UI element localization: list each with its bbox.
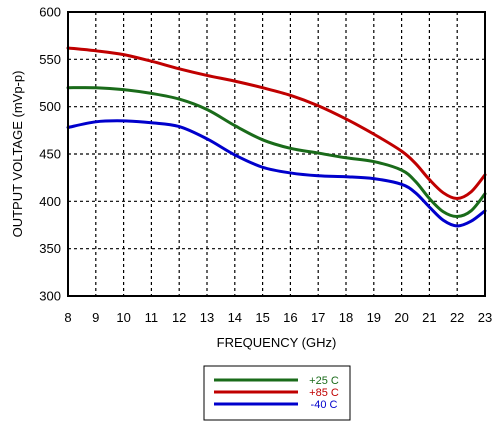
x-tick-label: 20 xyxy=(394,310,408,325)
x-tick-label: 11 xyxy=(145,310,159,325)
y-tick-label: 400 xyxy=(39,194,61,209)
tick-labels: 8 9 10 11 12 13 14 15 16 17 18 19 20 21 22 23 300 350 400 4… xyxy=(39,5,492,326)
series-lines xyxy=(66,46,487,228)
x-tick-label: 18 xyxy=(339,310,353,325)
y-axis-label: OUTPUT VOLTAGE (mVp-p) xyxy=(10,71,25,238)
x-tick-label: 23 xyxy=(478,310,492,325)
x-tick-label: 14 xyxy=(228,310,242,325)
series-line-0 xyxy=(66,86,487,218)
y-tick-label: 350 xyxy=(39,241,61,256)
y-tick-label: 500 xyxy=(39,99,61,114)
x-tick-label: 17 xyxy=(311,310,325,325)
y-tick-label: 300 xyxy=(39,289,61,304)
y-tick-label: 550 xyxy=(39,52,61,67)
x-tick-label: 15 xyxy=(255,310,269,325)
x-tick-label: 9 xyxy=(92,310,99,325)
x-tick-label: 13 xyxy=(200,310,214,325)
x-tick-label: 22 xyxy=(450,310,464,325)
y-tick-label: 600 xyxy=(39,5,61,20)
x-tick-label: 10 xyxy=(116,310,130,325)
plot-frame xyxy=(67,11,486,297)
x-tick-label: 12 xyxy=(172,310,186,325)
series-line-2 xyxy=(66,119,487,228)
x-tick-label: 21 xyxy=(422,310,436,325)
x-axis-label: FREQUENCY (GHz) xyxy=(217,335,337,350)
x-tick-label: 8 xyxy=(64,310,71,325)
legend-label: +85 C xyxy=(309,387,339,399)
legend: +25 C+85 C-40 C xyxy=(203,365,351,421)
legend-label: +25 C xyxy=(309,375,339,387)
y-tick-label: 450 xyxy=(39,147,61,162)
x-tick-label: 19 xyxy=(367,310,381,325)
legend-label: -40 C xyxy=(311,399,338,411)
x-tick-label: 16 xyxy=(283,310,297,325)
series-line-1 xyxy=(66,46,487,200)
grid xyxy=(68,12,485,296)
